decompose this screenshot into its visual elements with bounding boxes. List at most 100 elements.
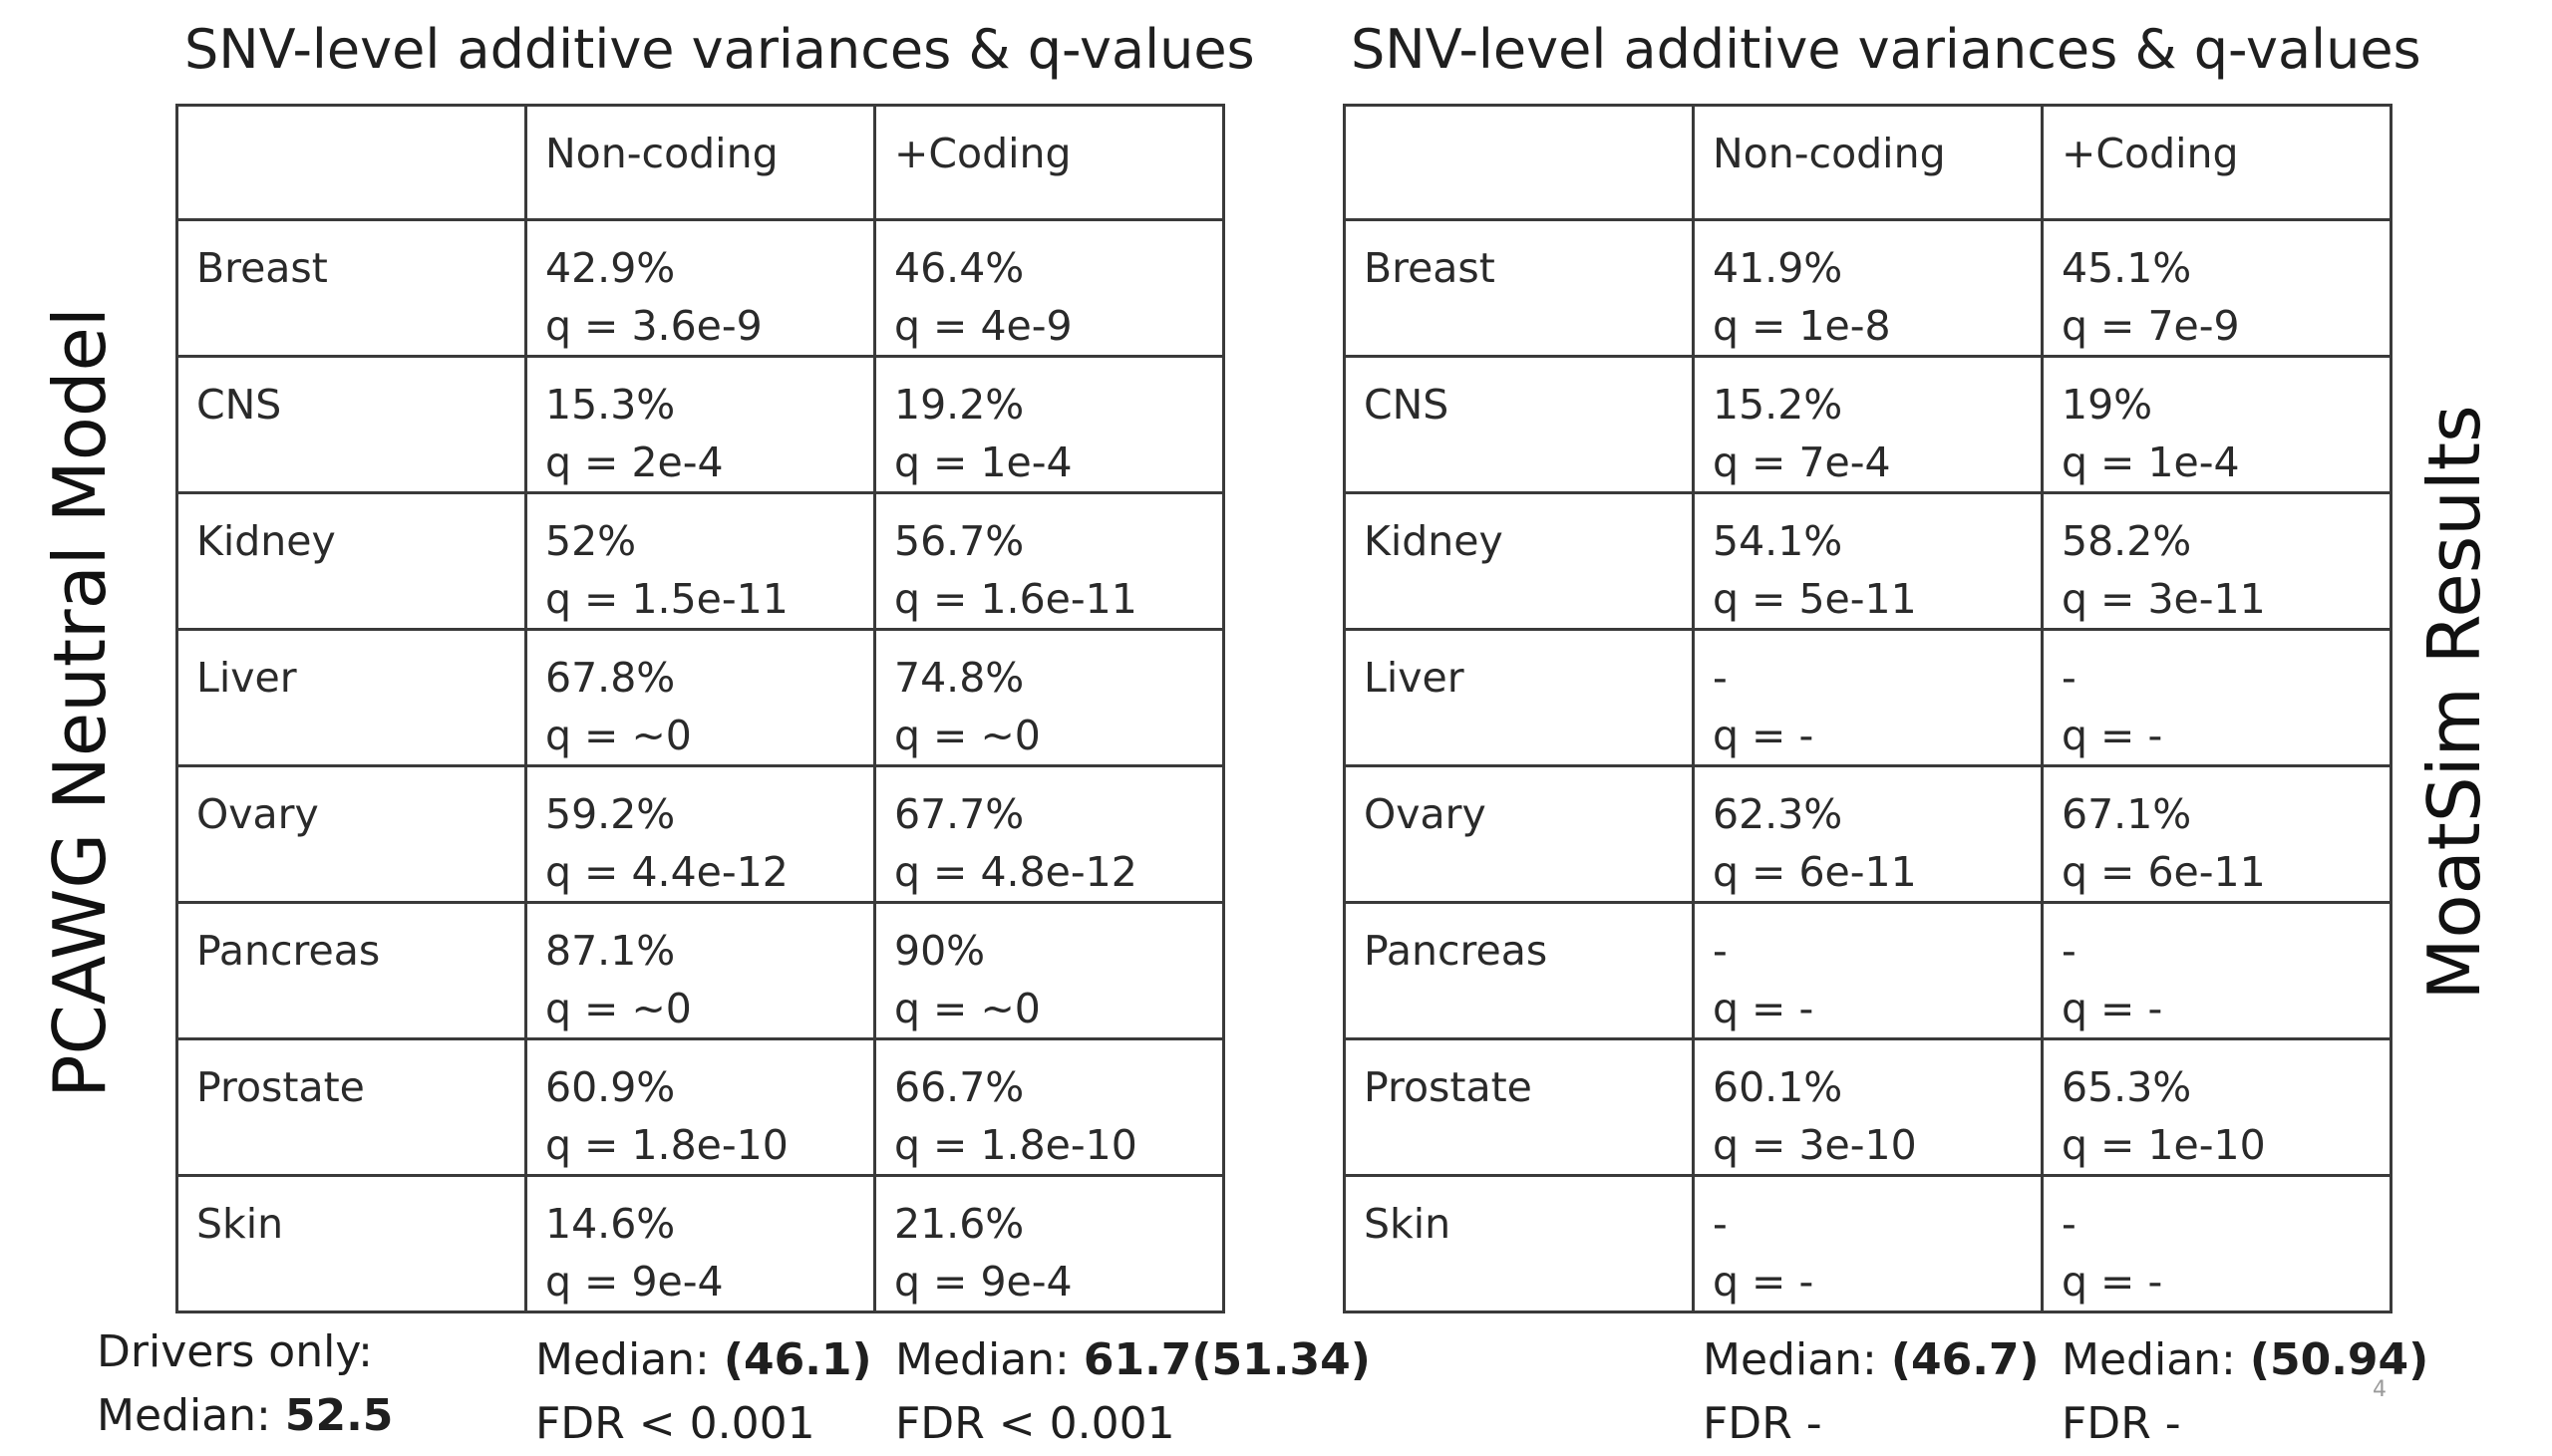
coding-q: q = 7e-9: [2062, 302, 2240, 350]
coding-q: q = 4.8e-12: [894, 848, 1137, 896]
table-row: Prostate 60.9% q = 1.8e-10 66.7% q = 1.8e-…: [175, 1037, 1225, 1177]
coding-pct: 67.1%: [2062, 790, 2192, 838]
noncoding-cell: - q = -: [1692, 901, 2044, 1040]
coding-q: q = ~0: [894, 985, 1041, 1032]
noncoding-q: q = 1e-8: [1713, 302, 1891, 350]
noncoding-pct: 59.2%: [545, 790, 676, 838]
noncoding-q: q = 3e-10: [1713, 1121, 1917, 1169]
coding-pct: 90%: [894, 927, 986, 975]
coding-q: q = 1e-4: [2062, 438, 2240, 486]
tissue-cell: Skin: [175, 1174, 527, 1313]
table-row: CNS 15.2% q = 7e-4 19% q = 1e-4: [1343, 355, 2392, 494]
table-header-row: Non-coding +Coding: [1343, 104, 2392, 221]
noncoding-pct: -: [1713, 654, 1728, 702]
noncoding-pct: 15.2%: [1713, 381, 1843, 429]
noncoding-cell: - q = -: [1692, 1174, 2044, 1313]
noncoding-q: q = -: [1713, 985, 1814, 1032]
noncoding-q: q = 4.4e-12: [545, 848, 789, 896]
coding-cell: - q = -: [2041, 628, 2392, 767]
coding-cell: - q = -: [2041, 901, 2392, 1040]
header-cell-noncoding: Non-coding: [524, 104, 876, 221]
coding-pct: 56.7%: [894, 517, 1025, 565]
noncoding-cell: 59.2% q = 4.4e-12: [524, 764, 876, 904]
table-row: Kidney 54.1% q = 5e-11 58.2% q = 3e-11: [1343, 491, 2392, 631]
noncoding-pct: 14.6%: [545, 1200, 676, 1248]
median-value: (50.94): [2249, 1334, 2429, 1385]
tissue-cell: Kidney: [1343, 491, 1695, 631]
noncoding-q: q = 1.8e-10: [545, 1121, 789, 1169]
coding-cell: 58.2% q = 3e-11: [2041, 491, 2392, 631]
noncoding-cell: 41.9% q = 1e-8: [1692, 218, 2044, 358]
right-panel-title: SNV-level additive variances & q-values: [1351, 18, 2421, 81]
left-coding-summary: Median: 61.7(51.34) FDR < 0.001: [895, 1328, 1371, 1456]
header-cell-tissue: [175, 104, 527, 221]
tissue-cell: Breast: [1343, 218, 1695, 358]
tissue-cell: Prostate: [175, 1037, 527, 1177]
noncoding-q: q = 5e-11: [1713, 575, 1917, 623]
coding-pct: -: [2062, 654, 2076, 702]
coding-pct: 65.3%: [2062, 1063, 2192, 1111]
table-row: Pancreas 87.1% q = ~0 90% q = ~0: [175, 901, 1225, 1040]
median-label: Median:: [1703, 1334, 1891, 1385]
coding-q: q = 3e-11: [2062, 575, 2266, 623]
noncoding-pct: 42.9%: [545, 244, 676, 292]
tissue-cell: Pancreas: [175, 901, 527, 1040]
table-row: Prostate 60.1% q = 3e-10 65.3% q = 1e-10: [1343, 1037, 2392, 1177]
noncoding-pct: 67.8%: [545, 654, 676, 702]
noncoding-q: q = 6e-11: [1713, 848, 1917, 896]
coding-cell: 21.6% q = 9e-4: [873, 1174, 1225, 1313]
noncoding-cell: 60.9% q = 1.8e-10: [524, 1037, 876, 1177]
tissue-cell: Ovary: [175, 764, 527, 904]
noncoding-pct: 54.1%: [1713, 517, 1843, 565]
coding-cell: 19.2% q = 1e-4: [873, 355, 1225, 494]
coding-pct: 66.7%: [894, 1063, 1025, 1111]
median-value: 61.7(51.34): [1083, 1334, 1371, 1385]
median-label: Median:: [2062, 1334, 2250, 1385]
noncoding-cell: 52% q = 1.5e-11: [524, 491, 876, 631]
header-cell-coding: +Coding: [873, 104, 1225, 221]
noncoding-cell: 42.9% q = 3.6e-9: [524, 218, 876, 358]
coding-pct: 74.8%: [894, 654, 1025, 702]
median-label: Median:: [535, 1334, 724, 1385]
noncoding-pct: 15.3%: [545, 381, 676, 429]
tissue-cell: Ovary: [1343, 764, 1695, 904]
noncoding-cell: 14.6% q = 9e-4: [524, 1174, 876, 1313]
coding-q: q = 4e-9: [894, 302, 1073, 350]
table-row: Skin - q = - - q = -: [1343, 1174, 2392, 1313]
fdr-text: FDR -: [1703, 1398, 1822, 1449]
coding-pct: 46.4%: [894, 244, 1025, 292]
coding-q: q = 6e-11: [2062, 848, 2266, 896]
coding-pct: -: [2062, 1200, 2076, 1248]
coding-cell: 19% q = 1e-4: [2041, 355, 2392, 494]
left-side-label: PCAWG Neutral Model: [38, 307, 122, 1098]
noncoding-q: q = -: [1713, 1258, 1814, 1306]
table-row: CNS 15.3% q = 2e-4 19.2% q = 1e-4: [175, 355, 1225, 494]
coding-q: q = 1e-10: [2062, 1121, 2266, 1169]
coding-cell: 46.4% q = 4e-9: [873, 218, 1225, 358]
drivers-only-summary: Drivers only: Median: 52.5: [97, 1320, 393, 1448]
table-row: Skin 14.6% q = 9e-4 21.6% q = 9e-4: [175, 1174, 1225, 1313]
coding-cell: 67.7% q = 4.8e-12: [873, 764, 1225, 904]
noncoding-q: q = 9e-4: [545, 1258, 724, 1306]
coding-cell: 74.8% q = ~0: [873, 628, 1225, 767]
median-value: (46.7): [1890, 1334, 2040, 1385]
drivers-only-label: Drivers only:: [97, 1326, 373, 1377]
coding-pct: 19.2%: [894, 381, 1025, 429]
tissue-cell: Prostate: [1343, 1037, 1695, 1177]
noncoding-pct: 52%: [545, 517, 637, 565]
coding-cell: 45.1% q = 7e-9: [2041, 218, 2392, 358]
noncoding-q: q = ~0: [545, 712, 692, 759]
coding-pct: 21.6%: [894, 1200, 1025, 1248]
left-noncoding-summary: Median: (46.1) FDR < 0.001: [535, 1328, 872, 1456]
right-coding-summary: Median: (50.94) FDR -: [2062, 1328, 2428, 1456]
noncoding-cell: 87.1% q = ~0: [524, 901, 876, 1040]
noncoding-pct: -: [1713, 1200, 1728, 1248]
noncoding-q: q = 3.6e-9: [545, 302, 763, 350]
fdr-text: FDR < 0.001: [895, 1398, 1175, 1449]
noncoding-q: q = 7e-4: [1713, 438, 1891, 486]
page-number: 4: [2373, 1377, 2387, 1402]
table-row: Ovary 62.3% q = 6e-11 67.1% q = 6e-11: [1343, 764, 2392, 904]
coding-q: q = -: [2062, 712, 2163, 759]
noncoding-q: q = -: [1713, 712, 1814, 759]
noncoding-pct: -: [1713, 927, 1728, 975]
